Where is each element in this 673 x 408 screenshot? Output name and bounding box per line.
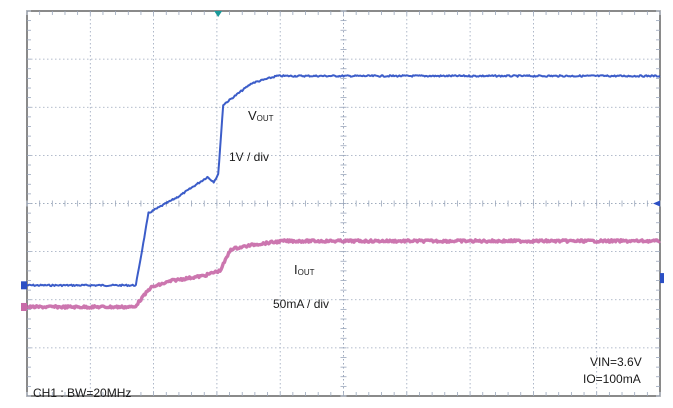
graticule [26, 10, 661, 397]
io-label: IO=100mA [583, 372, 641, 386]
vout-ground-marker [21, 281, 27, 290]
channel-markers [21, 11, 664, 311]
waveform-traces [26, 74, 661, 310]
vin-label: VIN=3.6V [590, 355, 642, 369]
vout-label-sub: OUT [256, 114, 274, 123]
iout-label: IOUT [294, 262, 315, 277]
trigger-position-marker [214, 11, 223, 17]
right-edge-marker [660, 273, 664, 284]
iout-label-sub: OUT [297, 268, 315, 277]
trigger-level-marker [653, 200, 660, 207]
vout-scale-label: 1V / div [229, 150, 270, 164]
bandwidth-label: CH1 : BW=20MHz [33, 386, 132, 400]
vout-label-main: V [248, 108, 257, 123]
vout-trace [26, 74, 661, 288]
iout-ground-marker [21, 302, 27, 311]
iout-label-main: I [294, 262, 298, 277]
iout-scale-label: 50mA / div [273, 297, 330, 311]
iout-trace [26, 238, 661, 310]
vout-label: VOUT [248, 108, 274, 123]
